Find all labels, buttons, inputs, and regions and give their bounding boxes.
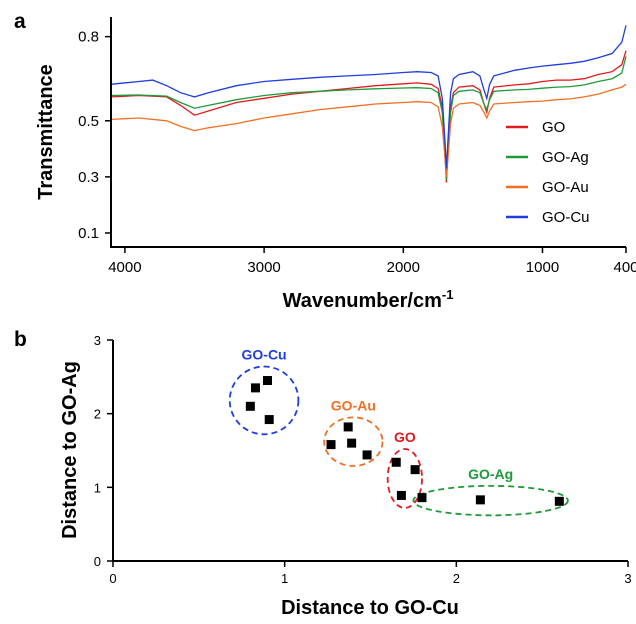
y-tick-label: 2	[94, 407, 101, 422]
scatter-point	[362, 450, 372, 460]
panel-b-x-axis-title: Distance to GO-Cu	[281, 597, 459, 619]
panel-a-y-axis-title: Transmittance	[35, 64, 57, 200]
scatter-point	[245, 401, 255, 411]
cluster-label-go-cu: GO-Cu	[242, 347, 287, 363]
y-tick-label: 0.1	[78, 225, 99, 242]
panel-b-chart: GO-Cu GO-Au GO GO-Ag 0 1 2 3 0 1 2 3 Distance to …	[59, 333, 632, 619]
panel-a-legend: GO GO-Ag GO-Au GO-Cu	[506, 119, 590, 226]
x-axis-title-sup: -1	[442, 287, 454, 302]
scatter-point	[263, 376, 272, 386]
legend-label-go-ag: GO-Ag	[542, 149, 589, 166]
x-tick-label: 4000	[108, 259, 141, 276]
x-tick-label: 3	[624, 571, 631, 586]
x-tick-label: 400	[613, 259, 636, 276]
legend-label-go-au: GO-Au	[542, 179, 589, 196]
y-tick-label: 0.5	[78, 113, 99, 130]
x-tick-label: 1000	[526, 259, 559, 276]
y-tick-label: 1	[94, 480, 101, 495]
scatter-point	[250, 383, 260, 393]
scatter-point	[554, 496, 564, 506]
panel-a-label: a	[14, 10, 26, 33]
x-tick-label: 3000	[247, 259, 280, 276]
panel-a-x-ticks: 4000 3000 2000 1000 400	[108, 247, 636, 276]
cluster-ellipse-go-au	[323, 416, 384, 467]
panel-b-label: b	[14, 328, 27, 351]
ftir-series-group	[110, 25, 627, 183]
legend-label-go: GO	[542, 119, 565, 136]
y-tick-label: 0.8	[78, 29, 99, 46]
scatter-point	[396, 490, 406, 500]
scatter-point	[410, 465, 420, 475]
scatter-point	[347, 438, 357, 448]
scatter-points-group	[245, 376, 564, 506]
series-line-go-au	[110, 83, 627, 177]
cluster-label-go-ag: GO-Ag	[468, 466, 513, 482]
x-tick-label: 2	[453, 571, 460, 586]
panel-a-y-ticks: 0.1 0.3 0.5 0.8	[78, 29, 111, 242]
x-axis-title-main: Wavenumber/cm	[283, 290, 442, 312]
scatter-point	[391, 457, 401, 467]
y-tick-label: 0.3	[78, 169, 99, 186]
legend-label-go-cu: GO-Cu	[542, 209, 590, 226]
scatter-point	[264, 415, 274, 425]
y-tick-label: 3	[94, 333, 101, 348]
cluster-ellipse-go	[386, 448, 423, 509]
x-tick-label: 0	[109, 571, 116, 586]
panel-a-x-axis-title: Wavenumber/cm-1	[283, 287, 454, 312]
cluster-ellipses-group: GO-Cu GO-Au GO GO-Ag	[228, 347, 569, 517]
scatter-point	[417, 493, 427, 503]
panel-a-chart: 4000 3000 2000 1000 400 0.1 0.3 0.5 0.8 GO GO-Ag…	[35, 17, 636, 312]
cluster-ellipse-go-ag	[412, 484, 569, 517]
series-line-go-cu	[110, 25, 627, 169]
cluster-label-go: GO	[394, 429, 416, 445]
cluster-ellipse-go-cu	[228, 365, 300, 436]
y-tick-label: 0	[94, 554, 101, 569]
x-tick-label: 1	[281, 571, 288, 586]
scatter-point	[343, 422, 353, 432]
panel-a-axes	[110, 17, 626, 248]
panel-b-y-ticks: 0 1 2 3	[94, 333, 113, 569]
cluster-label-go-au: GO-Au	[331, 397, 376, 413]
panel-b-x-ticks: 0 1 2 3	[109, 561, 632, 586]
x-tick-label: 2000	[387, 259, 420, 276]
panel-b-y-axis-title: Distance to GO-Ag	[59, 361, 81, 539]
scatter-point	[326, 440, 336, 450]
scatter-point	[475, 495, 485, 505]
